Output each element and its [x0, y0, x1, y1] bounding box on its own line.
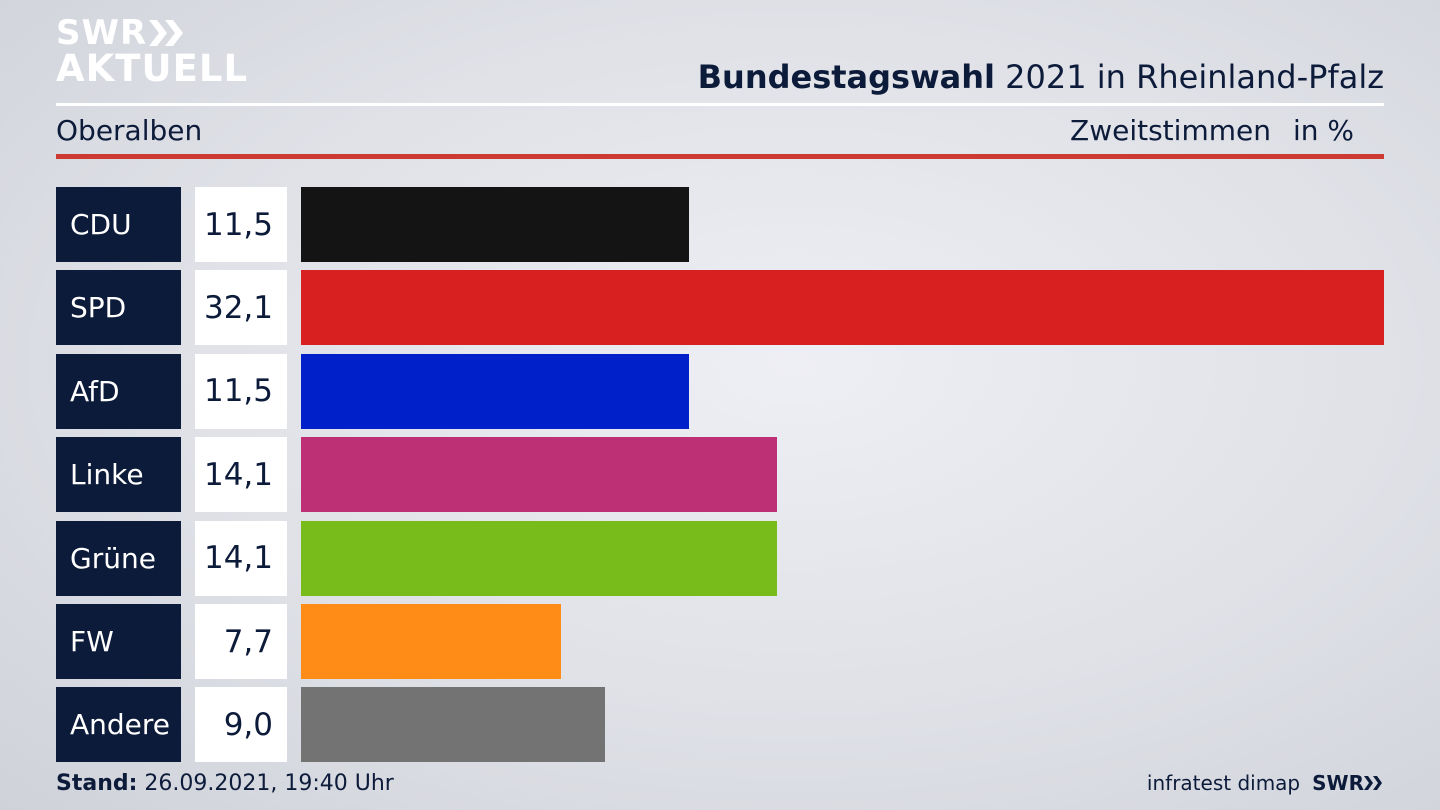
value-label: 11,5: [195, 353, 287, 429]
source-credit: infratest dimap SWR: [1147, 771, 1384, 795]
logo-swr-text: SWR: [56, 13, 148, 53]
bar-row: Grüne 14,1: [56, 520, 1384, 596]
bar-row: Linke 14,1: [56, 437, 1384, 513]
region-name: Oberalben: [56, 114, 203, 147]
stand-label: Stand:: [56, 771, 138, 796]
party-label: CDU: [56, 187, 181, 262]
stand-value: 26.09.2021, 19:40 Uhr: [137, 771, 394, 796]
value-label: 14,1: [195, 520, 287, 596]
party-label: SPD: [56, 270, 181, 346]
party-label: FW: [56, 604, 181, 679]
swr-brand-small: SWR: [1312, 771, 1384, 795]
bar-row: AfD 11,5: [56, 353, 1384, 429]
swr-aktuell-logo: SWR AKTUELL: [56, 16, 248, 87]
bar: [301, 687, 605, 763]
header-divider: [56, 103, 1384, 106]
bar: [301, 437, 777, 513]
value-label: 11,5: [195, 187, 287, 262]
bar-row: Andere 9,0: [56, 687, 1384, 763]
bar: [301, 353, 689, 429]
logo-aktuell-text: AKTUELL: [56, 47, 249, 90]
bar: [301, 187, 689, 262]
title-rest: 2021 in Rheinland-Pfalz: [995, 58, 1384, 96]
bar: [301, 520, 777, 596]
double-chevron-icon: [1364, 776, 1382, 790]
source-label: infratest dimap: [1146, 771, 1301, 795]
bar-row: CDU 11,5: [56, 187, 1384, 262]
bar: [301, 604, 561, 679]
party-label: Grüne: [56, 520, 181, 596]
value-label: 32,1: [195, 270, 287, 346]
timestamp: Stand: 26.09.2021, 19:40 Uhr: [56, 771, 394, 796]
bar-row: FW 7,7: [56, 604, 1384, 679]
double-chevron-icon: [149, 20, 184, 46]
bar-row: SPD 32,1: [56, 270, 1384, 346]
page-title: Bundestagswahl 2021 in Rheinland-Pfalz: [698, 58, 1384, 96]
accent-divider: [56, 154, 1384, 159]
bar: [301, 270, 1384, 346]
metric-name: Zweitstimmen: [1070, 114, 1271, 147]
value-label: 7,7: [195, 604, 287, 679]
party-label: Linke: [56, 437, 181, 513]
value-label: 9,0: [195, 687, 287, 763]
party-label: AfD: [56, 353, 181, 429]
value-label: 14,1: [195, 437, 287, 513]
party-label: Andere: [56, 687, 181, 763]
swr-brand-text: SWR: [1312, 771, 1364, 795]
metric-label: Zweitstimmen in %: [1070, 114, 1354, 147]
title-bold: Bundestagswahl: [697, 58, 995, 96]
metric-unit: in %: [1292, 114, 1354, 147]
